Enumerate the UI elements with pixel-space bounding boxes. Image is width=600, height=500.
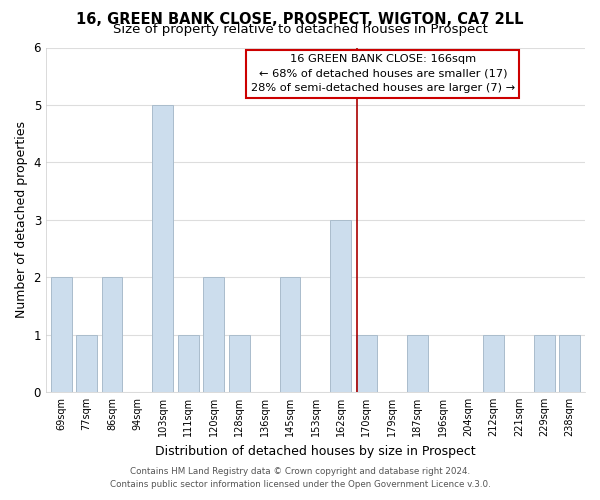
Bar	[203, 277, 224, 392]
Bar	[152, 105, 173, 392]
Bar	[534, 334, 555, 392]
Bar	[101, 277, 122, 392]
Text: Contains HM Land Registry data © Crown copyright and database right 2024.
Contai: Contains HM Land Registry data © Crown c…	[110, 468, 490, 489]
Bar	[76, 334, 97, 392]
Y-axis label: Number of detached properties: Number of detached properties	[15, 121, 28, 318]
Text: Size of property relative to detached houses in Prospect: Size of property relative to detached ho…	[113, 22, 487, 36]
Text: 16 GREEN BANK CLOSE: 166sqm
← 68% of detached houses are smaller (17)
28% of sem: 16 GREEN BANK CLOSE: 166sqm ← 68% of det…	[251, 54, 515, 93]
Bar	[559, 334, 580, 392]
Bar	[51, 277, 71, 392]
Bar	[356, 334, 377, 392]
X-axis label: Distribution of detached houses by size in Prospect: Distribution of detached houses by size …	[155, 444, 476, 458]
Bar	[229, 334, 250, 392]
Bar	[483, 334, 504, 392]
Bar	[280, 277, 301, 392]
Bar	[407, 334, 428, 392]
Bar	[331, 220, 352, 392]
Bar	[178, 334, 199, 392]
Text: 16, GREEN BANK CLOSE, PROSPECT, WIGTON, CA7 2LL: 16, GREEN BANK CLOSE, PROSPECT, WIGTON, …	[76, 12, 524, 28]
